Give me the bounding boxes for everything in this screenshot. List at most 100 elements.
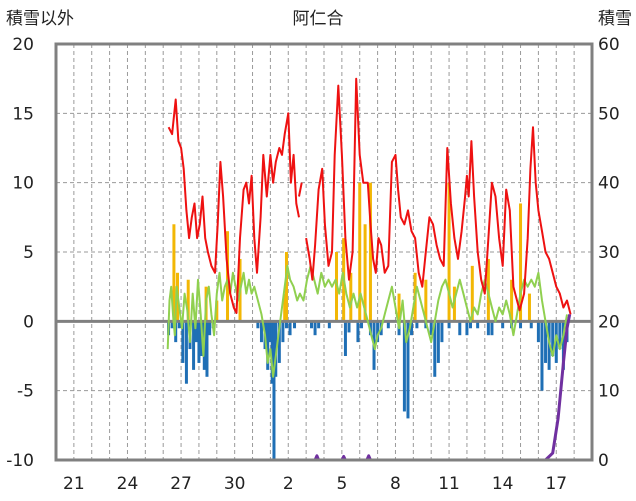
blue-bar <box>436 321 440 363</box>
yellow-bar <box>527 293 531 322</box>
blue-bar <box>192 321 196 370</box>
blue-bar <box>386 321 390 329</box>
blue-bar <box>360 321 364 329</box>
right-tick-label: 40 <box>598 174 620 194</box>
blue-bar <box>256 321 260 329</box>
blue-bar <box>270 321 274 384</box>
x-tick-label: 17 <box>545 474 567 494</box>
plot-frame <box>54 42 594 462</box>
right-axis-label: 積雪 <box>598 9 632 29</box>
blue-bar <box>558 321 562 350</box>
blue-bar <box>205 321 209 377</box>
left-axis-ticks: 20 15 10 5 0 -5 -10 <box>6 35 34 471</box>
yellow-bar <box>349 272 353 322</box>
blue-bar <box>519 321 523 329</box>
left-tick-label: -10 <box>6 451 34 471</box>
yellow-bar <box>363 224 367 322</box>
blue-bar <box>317 321 321 329</box>
blue-bar <box>347 321 351 333</box>
right-tick-label: 60 <box>598 35 620 55</box>
x-axis-ticks: 21 24 27 30 2 5 8 11 14 17 <box>63 474 567 494</box>
x-tick-label: 5 <box>336 474 347 494</box>
left-axis-label: 積雪以外 <box>6 9 74 29</box>
red-line <box>298 182 303 197</box>
blue-bar <box>309 321 313 329</box>
yellow-bar <box>519 203 523 322</box>
green-line <box>166 264 568 378</box>
blue-bar <box>458 321 462 336</box>
red-line <box>167 98 300 314</box>
blue-bar <box>406 321 410 419</box>
blue-bar <box>277 321 281 363</box>
yellow-bar <box>368 182 372 322</box>
blue-bar <box>259 321 263 343</box>
blue-bar <box>288 321 292 336</box>
x-tick-label: 2 <box>283 474 294 494</box>
left-tick-label: 20 <box>12 35 34 55</box>
yellow-bar <box>172 224 176 322</box>
blue-bar <box>476 321 480 329</box>
x-tick-label: 11 <box>438 474 460 494</box>
yellow-bar <box>447 182 451 322</box>
right-tick-label: 10 <box>598 382 620 402</box>
blue-bar <box>170 321 174 329</box>
blue-bar <box>194 321 198 343</box>
blue-bar <box>440 321 444 343</box>
blue-bar <box>281 321 285 343</box>
yellow-bar <box>284 252 288 322</box>
blue-bar <box>486 321 490 336</box>
blue-bar <box>465 321 469 336</box>
blue-bar <box>433 321 437 377</box>
blue-bar <box>272 321 276 460</box>
blue-bar <box>529 321 533 329</box>
blue-bar <box>184 321 188 384</box>
left-tick-label: -5 <box>17 382 34 402</box>
yellow-bar <box>510 279 514 322</box>
blue-bar <box>268 321 272 343</box>
blue-bar <box>197 321 201 363</box>
left-tick-label: 10 <box>12 174 34 194</box>
blue-bar <box>429 321 433 336</box>
right-tick-label: 50 <box>598 104 620 124</box>
blue-bar <box>447 321 451 329</box>
left-tick-label: 5 <box>23 243 34 263</box>
blue-bar <box>181 321 185 363</box>
x-tick-label: 21 <box>63 474 85 494</box>
right-tick-label: 30 <box>598 243 620 263</box>
blue-bar <box>293 321 297 329</box>
blue-bar <box>544 321 548 363</box>
blue-bar <box>561 321 565 370</box>
blue-bar <box>501 321 505 329</box>
red-line <box>305 77 572 315</box>
right-tick-label: 20 <box>598 312 620 332</box>
yellow-bar <box>470 265 474 322</box>
blue-bar <box>177 321 181 329</box>
blue-bar <box>376 321 380 343</box>
blue-bar <box>410 321 414 336</box>
yellow-bar <box>358 182 362 322</box>
blue-bar <box>415 321 419 329</box>
x-tick-label: 27 <box>170 474 192 494</box>
blue-bar <box>551 321 555 356</box>
left-tick-label: 0 <box>23 312 34 332</box>
yellow-bar <box>283 293 287 322</box>
blue-bar <box>402 321 406 412</box>
chart-title: 阿仁合 <box>293 9 344 29</box>
right-tick-label: 0 <box>598 451 609 471</box>
blue-bar <box>490 321 494 336</box>
blue-bar <box>343 321 347 356</box>
blue-bar <box>540 321 544 391</box>
right-axis-ticks: 60 50 40 30 20 10 0 <box>598 35 620 471</box>
plot-border <box>54 42 594 462</box>
blue-bar <box>327 321 331 329</box>
yellow-bar <box>215 300 219 322</box>
blue-bar <box>469 321 473 329</box>
x-tick-label: 30 <box>224 474 246 494</box>
blue-bar <box>356 321 360 343</box>
x-tick-label: 24 <box>117 474 139 494</box>
blue-bar <box>554 321 558 363</box>
green-series <box>166 264 568 378</box>
yellow-bar <box>397 293 401 322</box>
blue-bar <box>536 321 540 343</box>
